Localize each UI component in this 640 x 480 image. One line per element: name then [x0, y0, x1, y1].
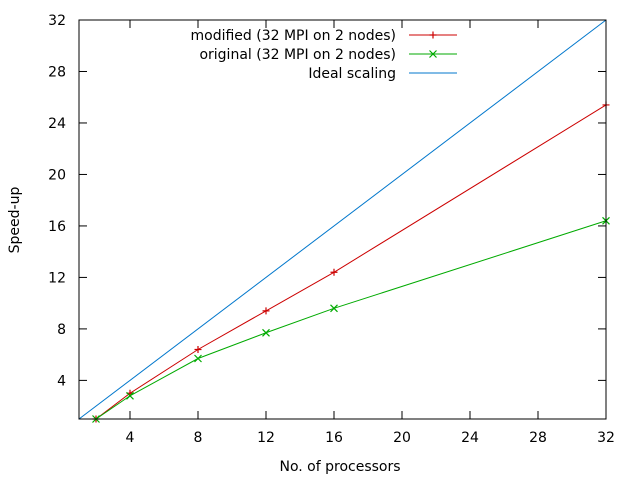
ticks-layer: 4 8 12 16 20 24 28 32 4 8 12 16 20 24 28 32: [48, 13, 615, 446]
x-tick-label-28: 28: [529, 430, 547, 446]
y-tick-label-24: 24: [48, 116, 66, 132]
x-tick-label-12: 12: [257, 430, 275, 446]
y-tick-label-20: 20: [48, 167, 66, 183]
legend-marker-1: [429, 50, 437, 58]
y-tick-label-4: 4: [57, 373, 66, 389]
legend: modified (32 MPI on 2 nodes) original (32…: [190, 28, 457, 82]
data-point-s0-5: [330, 268, 338, 276]
data-point-s1-5: [330, 304, 338, 313]
legend-label-2: Ideal scaling: [308, 66, 396, 82]
x-tick-label-32: 32: [597, 430, 615, 446]
data-point-s0-3: [194, 345, 202, 353]
x-axis-label: No. of processors: [279, 459, 400, 475]
series-line-1: [79, 220, 607, 420]
x-tick-label-8: 8: [194, 430, 203, 446]
y-axis-label: Speed-up: [7, 187, 23, 254]
data-point-s1-4: [262, 328, 270, 337]
y-tick-label-28: 28: [48, 64, 66, 80]
x-tick-label-24: 24: [461, 430, 479, 446]
data-point-s0-4: [262, 307, 270, 315]
y-tick-label-32: 32: [48, 13, 66, 29]
y-tick-label-8: 8: [57, 322, 66, 338]
x-tick-label-20: 20: [393, 430, 411, 446]
data-point-s1-3: [194, 354, 202, 363]
x-tick-label-4: 4: [126, 430, 135, 446]
x-tick-label-16: 16: [325, 430, 343, 446]
plot-frame: [78, 19, 607, 420]
data-point-s1-2: [126, 391, 134, 400]
legend-label-0: modified (32 MPI on 2 nodes): [190, 28, 396, 44]
y-tick-label-12: 12: [48, 270, 66, 286]
legend-marker-0: [429, 31, 437, 39]
series-line-2: [78, 19, 607, 420]
y-tick-label-16: 16: [48, 219, 66, 235]
legend-label-1: original (32 MPI on 2 nodes): [199, 47, 396, 63]
series-line-0: [79, 104, 607, 420]
